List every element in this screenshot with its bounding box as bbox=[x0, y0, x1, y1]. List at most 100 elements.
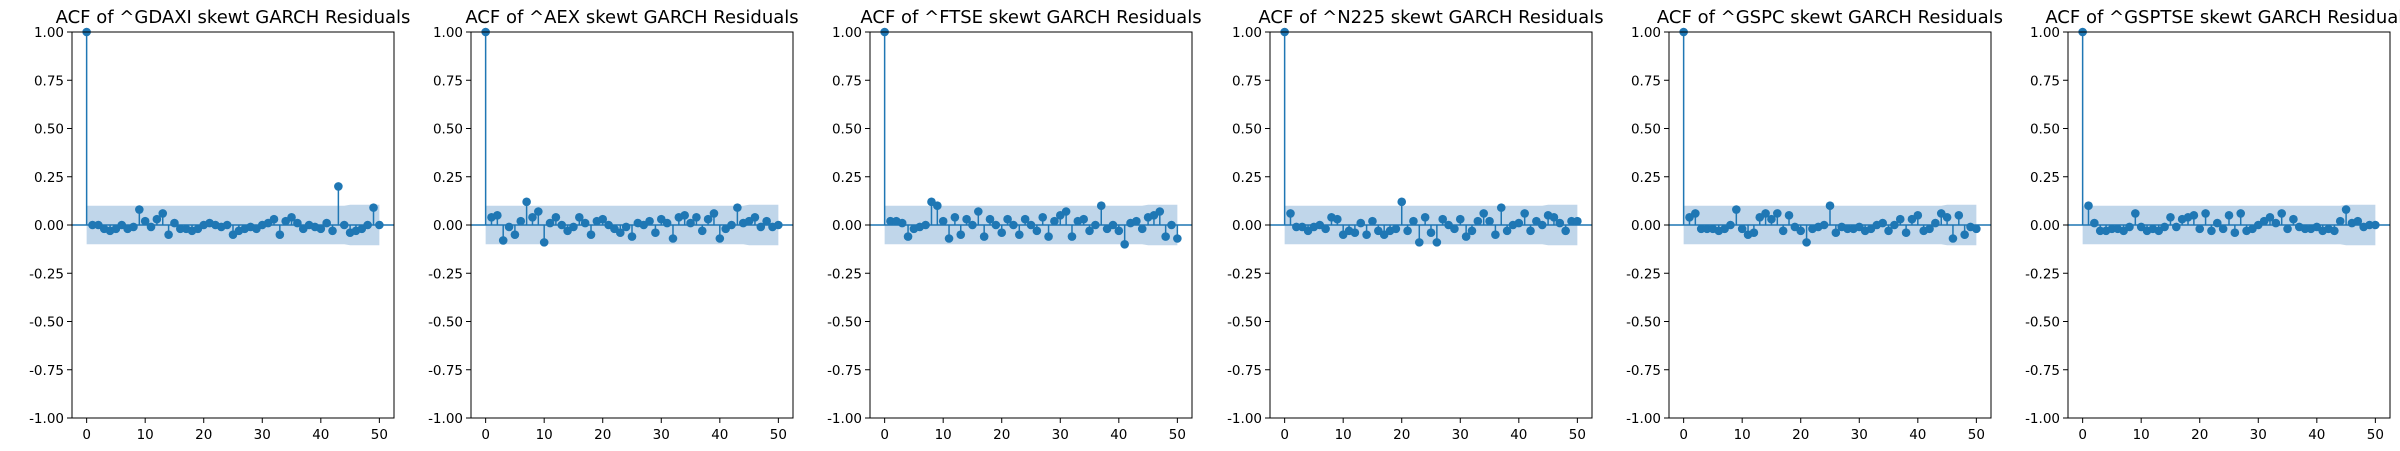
y-tick-label: 0.75 bbox=[2030, 73, 2060, 89]
acf-point bbox=[1026, 220, 1036, 230]
y-tick-label: -1.00 bbox=[2025, 411, 2060, 427]
x-tick-label: 50 bbox=[1569, 427, 1586, 443]
acf-point bbox=[2371, 220, 2380, 230]
acf-point bbox=[1333, 214, 1342, 224]
acf-point bbox=[569, 222, 578, 232]
y-tick-label: -0.25 bbox=[1626, 266, 1661, 282]
acf-point bbox=[2212, 218, 2222, 228]
y-tick-label: 0.25 bbox=[34, 170, 64, 186]
acf-point bbox=[222, 220, 232, 230]
acf-point bbox=[1502, 226, 1512, 236]
acf-point bbox=[1819, 220, 1829, 230]
acf-point bbox=[1473, 216, 1483, 226]
acf-point bbox=[1737, 224, 1747, 234]
y-tick-label: 0.00 bbox=[1631, 218, 1661, 234]
acf-point bbox=[269, 214, 279, 224]
x-tick-label: 0 bbox=[82, 427, 91, 443]
acf-point bbox=[2207, 226, 2216, 236]
y-tick-label: 0.50 bbox=[832, 122, 862, 138]
acf-point bbox=[2131, 209, 2140, 218]
acf-point bbox=[1549, 212, 1559, 222]
acf-point bbox=[328, 226, 337, 236]
acf-point bbox=[1573, 216, 1582, 226]
acf-point bbox=[528, 212, 537, 222]
acf-point bbox=[1114, 226, 1124, 236]
acf-point bbox=[1085, 226, 1094, 236]
acf-point bbox=[1767, 214, 1776, 224]
x-tick-label: 50 bbox=[2367, 427, 2384, 443]
x-tick-label: 30 bbox=[2250, 427, 2267, 443]
y-tick-label: 1.00 bbox=[2030, 25, 2060, 41]
acf-panel-6: 1.00 0.75 0.50 0.25 0.00 -0.25 -0.50 -0.75 -1.00… bbox=[2025, 7, 2400, 443]
acf-point bbox=[339, 220, 349, 230]
acf-point bbox=[1802, 238, 1811, 247]
acf-point bbox=[944, 234, 954, 243]
acf-point bbox=[316, 224, 326, 234]
acf-point bbox=[158, 209, 168, 218]
acf-point bbox=[2218, 224, 2228, 234]
acf-point bbox=[680, 211, 689, 220]
y-tick-label: 0.25 bbox=[832, 170, 862, 186]
acf-point bbox=[1032, 226, 1042, 236]
acf-point bbox=[1003, 214, 1012, 224]
y-tick-label: -0.50 bbox=[1227, 315, 1262, 331]
acf-point bbox=[2271, 218, 2281, 228]
acf-point bbox=[551, 212, 561, 222]
acf-point bbox=[903, 232, 913, 241]
acf-panel-2: 1.00 0.75 0.50 0.25 0.00 -0.25 -0.50 -0.75 -1.00… bbox=[428, 7, 799, 443]
y-tick-label: -0.75 bbox=[827, 363, 862, 379]
acf-point bbox=[974, 207, 983, 216]
acf-point bbox=[774, 220, 783, 230]
acf-point bbox=[750, 212, 760, 222]
acf-point bbox=[504, 222, 514, 232]
acf-point bbox=[933, 201, 942, 210]
acf-point bbox=[1732, 205, 1741, 214]
acf-point bbox=[493, 211, 502, 220]
x-tick-label: 50 bbox=[371, 427, 388, 443]
acf-point bbox=[2265, 212, 2275, 222]
acf-point bbox=[557, 220, 567, 230]
acf-point bbox=[146, 222, 156, 232]
acf-point bbox=[575, 212, 584, 222]
x-tick-label: 10 bbox=[935, 427, 952, 443]
acf-point bbox=[1132, 216, 1141, 226]
acf-panel-1: 1.00 0.75 0.50 0.25 0.00 -0.25 -0.50 -0.75 -1.00… bbox=[29, 7, 410, 443]
y-tick-label: -0.50 bbox=[1626, 315, 1661, 331]
acf-point bbox=[2125, 222, 2134, 232]
acf-point bbox=[697, 226, 707, 236]
y-tick-label: 0.50 bbox=[1631, 122, 1661, 138]
acf-point bbox=[598, 214, 608, 224]
y-tick-label: 1.00 bbox=[832, 25, 862, 41]
x-tick-label: 50 bbox=[770, 427, 787, 443]
acf-point bbox=[275, 230, 285, 239]
x-tick-label: 0 bbox=[481, 427, 490, 443]
acf-point bbox=[140, 216, 150, 226]
acf-point bbox=[1761, 209, 1770, 218]
acf-point bbox=[715, 234, 725, 243]
acf-point bbox=[1485, 216, 1494, 226]
acf-point bbox=[1895, 214, 1905, 224]
acf-point bbox=[1362, 230, 1371, 239]
x-tick-label: 40 bbox=[711, 427, 728, 443]
y-tick-label: 0.25 bbox=[1631, 170, 1661, 186]
acf-point bbox=[1038, 212, 1048, 222]
x-tick-label: 30 bbox=[1052, 427, 1069, 443]
acf-point bbox=[1784, 211, 1794, 220]
acf-point bbox=[1173, 234, 1182, 243]
x-tick-label: 10 bbox=[2133, 427, 2150, 443]
acf-point bbox=[2172, 222, 2181, 232]
acf-point bbox=[2189, 211, 2199, 220]
acf-point bbox=[703, 214, 713, 224]
acf-point bbox=[2090, 218, 2099, 228]
acf-point bbox=[756, 222, 766, 232]
y-tick-label: -0.75 bbox=[428, 363, 463, 379]
acf-point bbox=[662, 218, 672, 228]
acf-point bbox=[1014, 230, 1024, 239]
acf-point bbox=[1391, 224, 1401, 234]
acf-point bbox=[1749, 228, 1759, 238]
acf-point bbox=[2335, 216, 2345, 226]
y-tick-label: 0.75 bbox=[34, 73, 64, 89]
y-tick-label: 0.00 bbox=[433, 218, 463, 234]
acf-point bbox=[1461, 232, 1471, 241]
acf-point bbox=[1726, 220, 1735, 230]
